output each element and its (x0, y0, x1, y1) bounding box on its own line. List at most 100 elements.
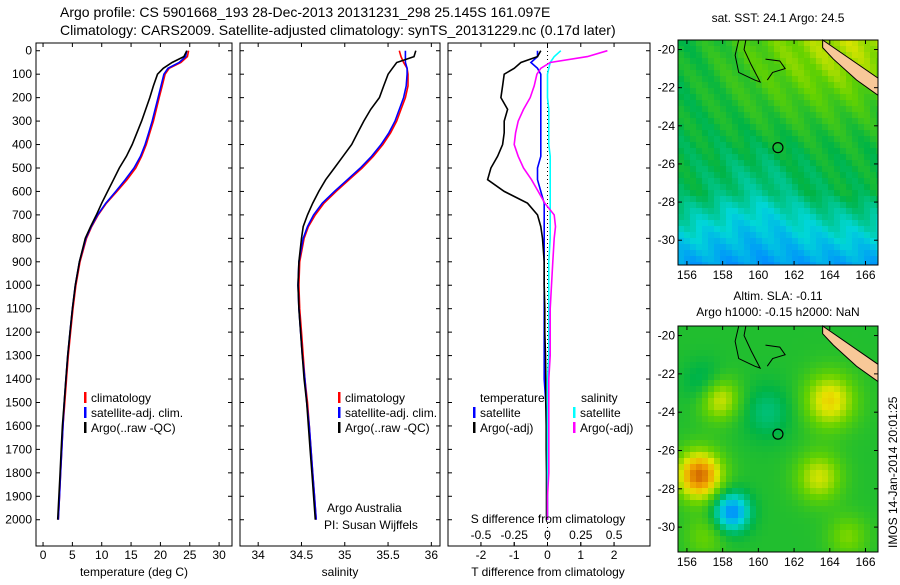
y-tick-label: 2000 (5, 513, 32, 527)
map-cell (804, 356, 811, 363)
map-cell (702, 476, 709, 483)
salinity-panel: 34 34.5 35 35.5 36climatologysatellite-adj. … (239, 42, 441, 562)
legend-label: satellite (580, 406, 621, 420)
map-cell (696, 82, 703, 89)
map-cell (804, 130, 811, 137)
map-cell (708, 536, 715, 543)
map-cell (678, 226, 685, 233)
map-cell (870, 256, 877, 263)
map-cell (684, 94, 691, 101)
map-cell (768, 506, 775, 513)
map-cell (858, 506, 865, 513)
series-line-argo-adj- (513, 49, 608, 520)
map-cell (714, 410, 721, 417)
map-cell (840, 488, 847, 495)
map-cell (804, 76, 811, 83)
map-cell (744, 422, 751, 429)
map-cell (816, 422, 823, 429)
map-cell (762, 398, 769, 405)
plot-frame (35, 42, 233, 547)
map-cell (768, 326, 775, 333)
map-cell (726, 118, 733, 125)
map-cell (858, 130, 865, 137)
map-cell (696, 524, 703, 531)
map-cell (816, 470, 823, 477)
map-cell (750, 190, 757, 197)
map-cell (798, 52, 805, 59)
map-cell (744, 374, 751, 381)
map-cell (684, 238, 691, 245)
map-cell (822, 410, 829, 417)
map-cell (816, 64, 823, 71)
lat-tick-label: -24 (658, 405, 676, 419)
map-cell (834, 220, 841, 227)
map-cell (828, 368, 835, 375)
map-cell (720, 64, 727, 71)
map-cell (744, 76, 751, 83)
map-cell (816, 434, 823, 441)
map-cell (708, 374, 715, 381)
map-cell (756, 344, 763, 351)
map-cell (834, 46, 841, 53)
map-cell (774, 256, 781, 263)
map-cell (762, 178, 769, 185)
map-cell (792, 374, 799, 381)
map-cell (738, 226, 745, 233)
map-cell (822, 434, 829, 441)
map-cell (750, 124, 757, 131)
map-cell (744, 494, 751, 501)
map-cell (762, 380, 769, 387)
map-cell (822, 470, 829, 477)
map-cell (816, 40, 823, 47)
map-cell (852, 82, 859, 89)
map-cell (822, 380, 829, 387)
map-cell (798, 464, 805, 471)
map-cell (864, 422, 871, 429)
lat-tick-label: -22 (658, 367, 676, 381)
map-cell (720, 238, 727, 245)
map-cell (786, 46, 793, 53)
map-cell (696, 94, 703, 101)
map-cell (810, 250, 817, 257)
map-cell (756, 142, 763, 149)
map-cell (684, 130, 691, 137)
map-cell (876, 530, 879, 537)
legend-label: satellite (480, 406, 521, 420)
map-cell (810, 70, 817, 77)
map-cell (702, 244, 709, 251)
map-cell (702, 452, 709, 459)
map-cell (702, 482, 709, 489)
map-cell (756, 190, 763, 197)
map-cell (810, 386, 817, 393)
lon-tick-label: 162 (784, 268, 804, 282)
map-cell (864, 58, 871, 65)
map-cell (816, 410, 823, 417)
map-cell (726, 440, 733, 447)
map-cell (822, 136, 829, 143)
map-cell (828, 184, 835, 191)
map-cell (726, 446, 733, 453)
map-cell (804, 536, 811, 543)
map-cell (678, 58, 685, 65)
map-cell (870, 338, 877, 345)
map-cell (750, 524, 757, 531)
map-cell (852, 338, 859, 345)
map-cell (822, 94, 829, 101)
map-cell (822, 392, 829, 399)
map-cell (876, 160, 879, 167)
map-cell (750, 512, 757, 519)
map-cell (804, 344, 811, 351)
map-cell (804, 82, 811, 89)
map-cell (816, 476, 823, 483)
legend-swatch (338, 422, 341, 433)
map-cell (678, 356, 685, 363)
map-cell (726, 178, 733, 185)
map-cell (720, 52, 727, 59)
map-cell (726, 458, 733, 465)
map-cell (774, 208, 781, 215)
map-cell (756, 64, 763, 71)
map-cell (768, 548, 775, 553)
map-cell (840, 434, 847, 441)
map-cell (708, 356, 715, 363)
map-cell (756, 422, 763, 429)
